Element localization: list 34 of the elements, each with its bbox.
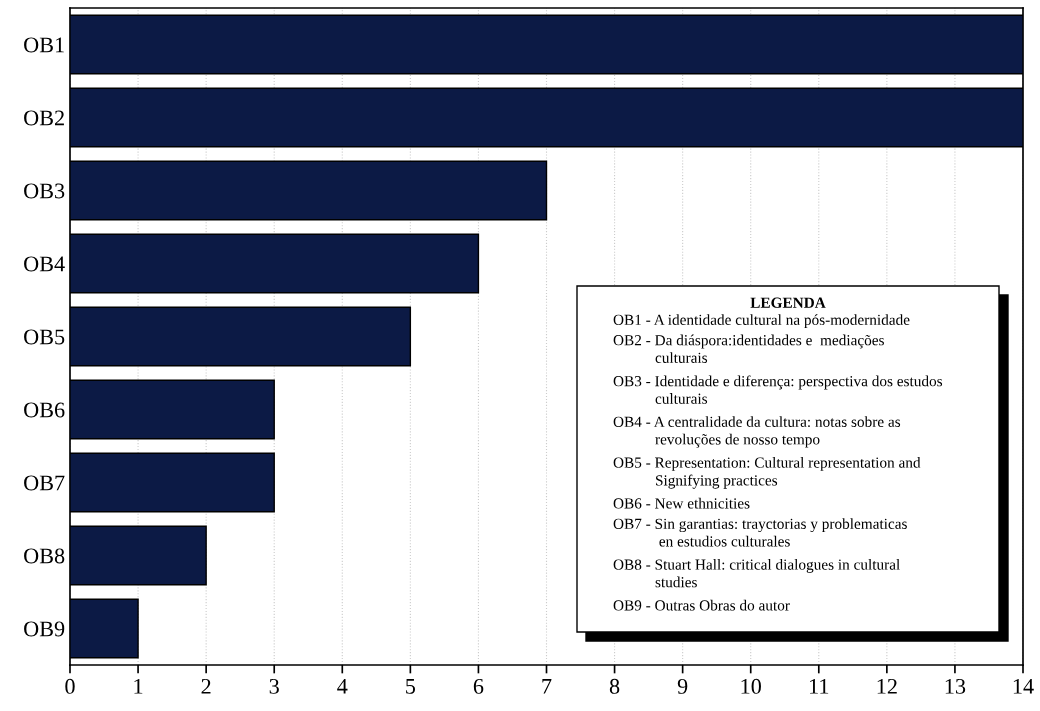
annotation: OB5 - Representation: Cultural representation and Signifying practices <box>613 457 921 489</box>
x-tick-label: 6 <box>473 678 484 694</box>
y-tick-label: OB2 <box>24 110 64 126</box>
annotation: OB1 - A identidade cultural na pós-modernidade <box>613 314 910 329</box>
x-tick-label: 0 <box>65 678 75 694</box>
x-tick-label: 9 <box>677 678 688 694</box>
y-tick-label: OB3 <box>24 183 65 199</box>
x-tick-label: 5 <box>406 679 416 694</box>
x-tick-label: 13 <box>945 678 966 694</box>
annotation: OB4 - A centralidade da cultura: notas sobre as revoluções de nosso tempo <box>613 416 901 448</box>
x-tick-label: 10 <box>741 678 761 694</box>
y-tick-label: OB8 <box>24 548 65 564</box>
y-tick-label: OB7 <box>24 475 65 491</box>
annotation: OB7 - Sin garantias: trayctorias y problematicas en estudios culturales <box>613 518 907 547</box>
x-tick-label: 4 <box>337 678 348 694</box>
annotation: OB8 - Stuart Hall: critical dialogues in cultural studies <box>613 559 900 588</box>
x-tick-label: 3 <box>269 678 279 694</box>
annotation: OB6 - New ethnicities <box>613 497 750 509</box>
annotation: OB9 - Outras Obras do autor <box>613 599 790 611</box>
x-tick-label: 11 <box>810 678 829 694</box>
x-tick-label: 8 <box>609 678 620 694</box>
y-tick-label: OB1 <box>24 37 64 53</box>
x-tick-label: 1 <box>134 678 143 694</box>
y-tick-label: OB9 <box>24 621 65 637</box>
y-tick-label: OB6 <box>24 402 65 418</box>
x-tick-label: 14 <box>1013 678 1034 694</box>
x-tick-label: 12 <box>877 678 897 694</box>
annotation: LEGENDA <box>750 297 826 308</box>
annotation: OB2 - Da diáspora:identidades e mediações culturais <box>613 334 884 363</box>
x-tick-label: 2 <box>201 678 211 694</box>
x-tick-label: 7 <box>542 679 552 694</box>
y-tick-label: OB4 <box>24 256 65 272</box>
y-tick-label: OB5 <box>24 329 65 345</box>
annotation: OB3 - Identidade e diferença: perspectiva dos estudos culturais <box>613 375 943 404</box>
